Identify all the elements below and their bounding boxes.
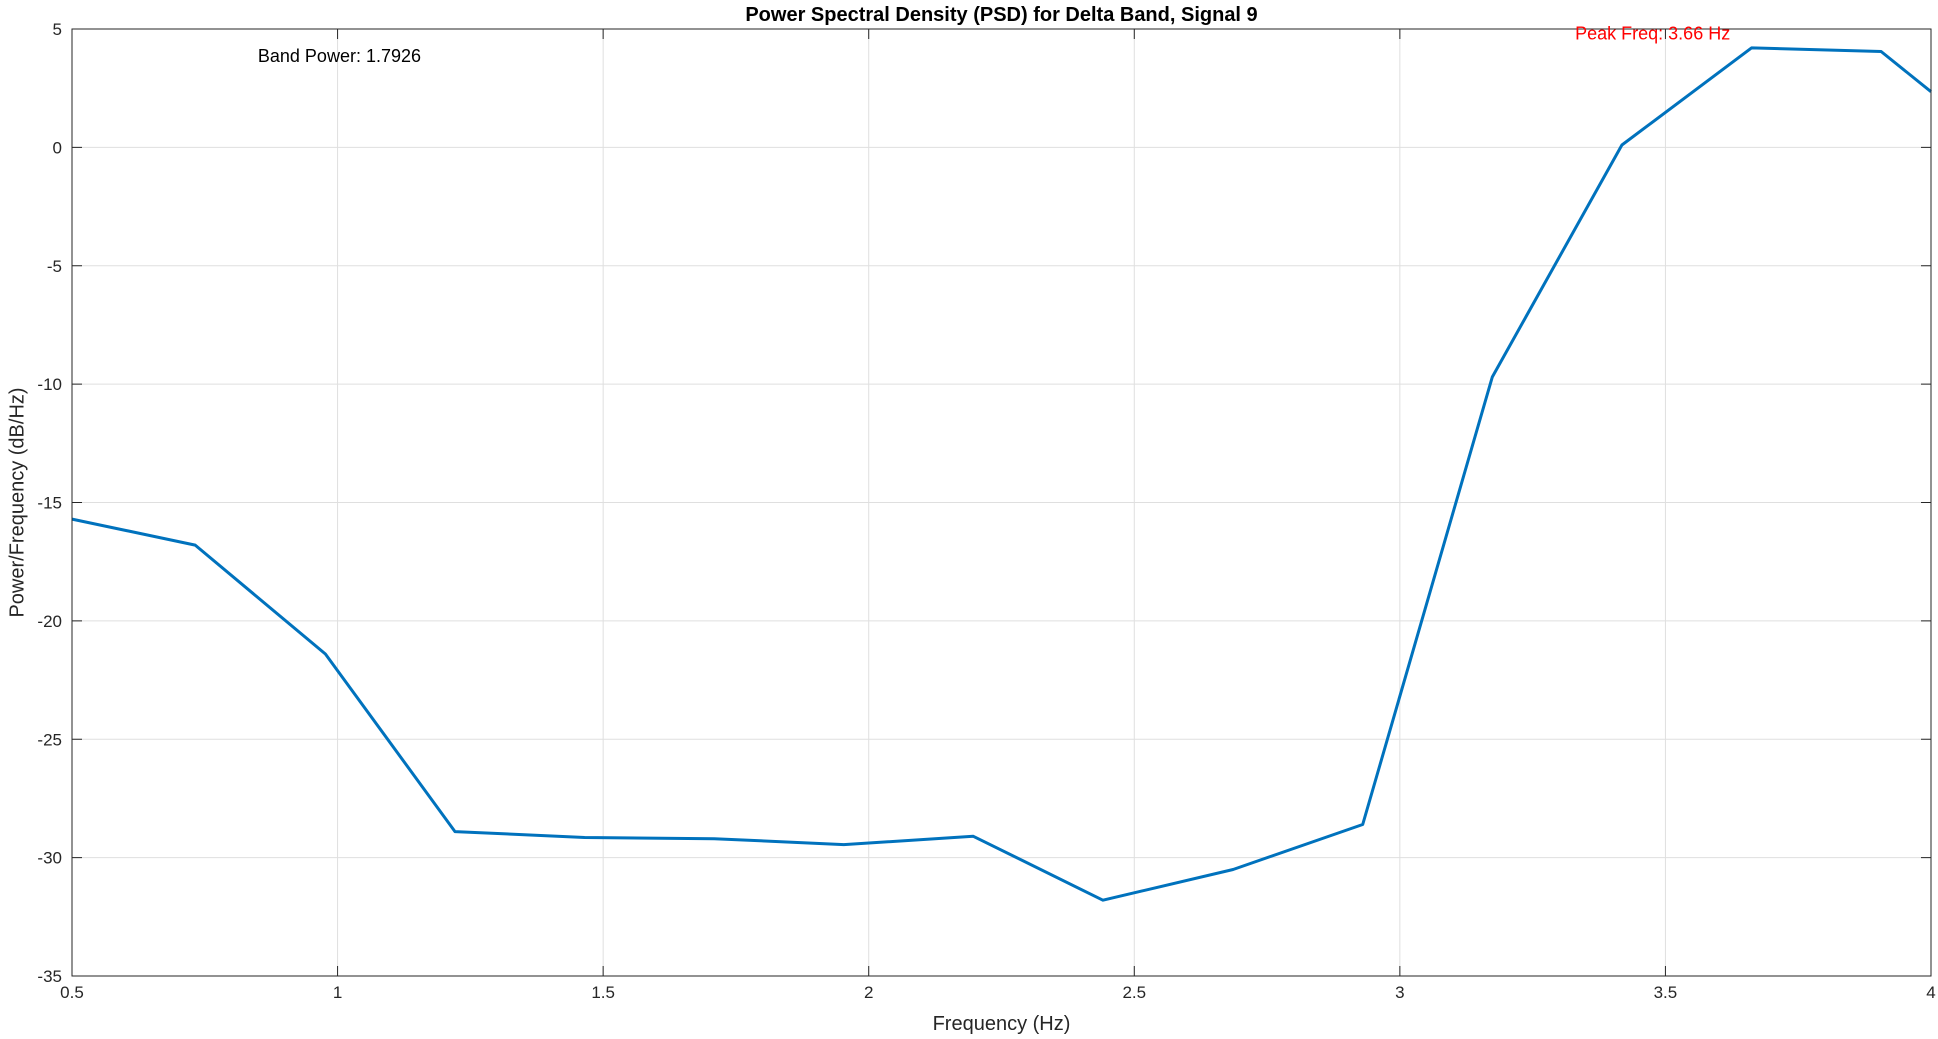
y-axis-label: Power/Frequency (dB/Hz): [6, 387, 28, 617]
grid: [72, 29, 1931, 976]
y-tick-label: 5: [53, 20, 62, 39]
psd-series-line: [71, 46, 1932, 902]
y-tick-label: -25: [37, 730, 62, 749]
y-axis-ticks: 5 0 -5 -10 -15 -20 -25 -30 -35: [37, 20, 1931, 986]
y-tick-label: -10: [37, 375, 62, 394]
y-tick-label: -35: [37, 967, 62, 986]
y-tick-label: -5: [47, 257, 62, 276]
x-axis-label: Frequency (Hz): [933, 1013, 1071, 1035]
y-tick-label: -20: [37, 612, 62, 631]
annotations: Band Power: 1.7926 Peak Freq: 3.66 Hz: [258, 24, 1730, 66]
x-tick-label: 2.5: [1122, 983, 1146, 1002]
peak-freq-annotation: Peak Freq: 3.66 Hz: [1575, 24, 1730, 44]
chart-title: Power Spectral Density (PSD) for Delta B…: [745, 4, 1257, 26]
x-tick-label: 4: [1926, 983, 1935, 1002]
x-tick-label: 2: [864, 983, 873, 1002]
x-tick-label: 1.5: [591, 983, 615, 1002]
x-tick-label: 3.5: [1654, 983, 1678, 1002]
x-tick-label: 3: [1395, 983, 1404, 1002]
y-tick-label: 0: [53, 138, 62, 157]
y-tick-label: -15: [37, 494, 62, 513]
band-power-annotation: Band Power: 1.7926: [258, 46, 421, 66]
x-tick-label: 1: [333, 983, 342, 1002]
x-tick-label: 0.5: [60, 983, 84, 1002]
series-layer: [71, 46, 1932, 902]
x-axis-ticks: 0.5 1 1.5 2 2.5 3 3.5 4: [60, 29, 1936, 1002]
y-tick-label: -30: [37, 849, 62, 868]
